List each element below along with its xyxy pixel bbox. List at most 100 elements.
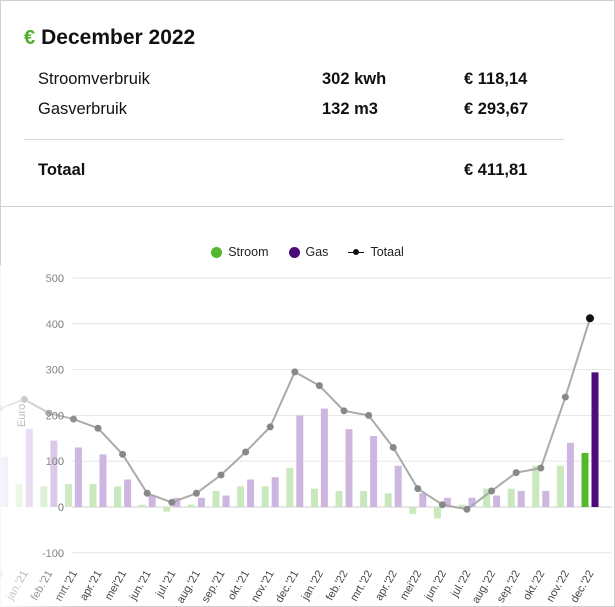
totaal-point[interactable]	[192, 489, 200, 497]
x-tick-label: mrt.'22	[348, 569, 375, 604]
totaal-point[interactable]	[119, 450, 127, 458]
bar-gas[interactable]	[443, 497, 451, 507]
totaal-point[interactable]	[438, 501, 446, 509]
bar-gas[interactable]	[468, 497, 476, 507]
bar-stroom[interactable]	[335, 490, 343, 507]
bar-gas[interactable]	[419, 493, 427, 507]
bar-gas[interactable]	[124, 479, 132, 507]
bar-stroom[interactable]	[187, 504, 195, 507]
bar-gas[interactable]	[148, 495, 156, 507]
bar-gas[interactable]	[493, 495, 501, 507]
bar-stroom[interactable]	[556, 465, 564, 507]
bar-stroom[interactable]	[286, 468, 294, 507]
bar-stroom[interactable]	[581, 452, 589, 507]
legend-item-gas[interactable]: Gas	[288, 245, 329, 259]
bar-gas[interactable]	[517, 490, 525, 507]
bar-stroom[interactable]	[89, 484, 97, 507]
bar-gas[interactable]	[370, 436, 378, 507]
totaal-point[interactable]	[414, 485, 422, 493]
totaal-point[interactable]	[217, 471, 225, 479]
totaal-point[interactable]	[266, 423, 274, 431]
green-dot-icon	[211, 246, 223, 258]
total-amount: € 411,81	[464, 161, 528, 179]
bar-stroom[interactable]	[409, 507, 417, 514]
bar-gas[interactable]	[99, 454, 107, 507]
legend-label-totaal: Totaal	[370, 245, 404, 259]
totaal-point[interactable]	[537, 464, 545, 472]
bar-stroom[interactable]	[433, 507, 441, 519]
bar-gas[interactable]	[296, 415, 304, 507]
x-tick-label: sep.'22	[495, 569, 523, 605]
row-amount: € 118,14	[464, 70, 528, 88]
x-tick-label: jul.'21	[153, 569, 178, 600]
bar-gas[interactable]	[320, 408, 328, 507]
x-tick-label: aug.'22	[470, 569, 498, 606]
scroll-fade-overlay	[0, 265, 78, 607]
legend-label-stroom: Stroom	[228, 245, 269, 259]
row-quantity: 132 m3	[322, 100, 378, 118]
legend-item-stroom[interactable]: Stroom	[211, 245, 269, 259]
row-amount: € 293,67	[464, 100, 529, 118]
bar-stroom[interactable]	[507, 488, 515, 507]
bar-gas[interactable]	[591, 372, 599, 507]
totaal-point[interactable]	[561, 393, 569, 401]
bar-gas[interactable]	[271, 477, 279, 507]
x-tick-label: aug.'21	[175, 569, 203, 606]
bar-stroom[interactable]	[384, 493, 392, 507]
x-tick-label: feb.'22	[324, 569, 351, 603]
bar-stroom[interactable]	[237, 486, 245, 507]
bar-stroom[interactable]	[114, 486, 122, 507]
bar-gas[interactable]	[222, 495, 230, 507]
x-tick-label: jun.'22	[422, 569, 449, 604]
chart-legend: Stroom Gas Totaal	[0, 245, 615, 259]
x-tick-label: sep.'21	[200, 569, 228, 605]
bar-stroom[interactable]	[458, 504, 466, 507]
legend-item-totaal[interactable]: Totaal	[348, 245, 404, 259]
totaal-point[interactable]	[143, 489, 151, 497]
bar-stroom[interactable]	[483, 488, 491, 507]
bar-gas[interactable]	[566, 442, 574, 507]
totaal-point[interactable]	[586, 314, 594, 323]
row-quantity: 302 kwh	[322, 70, 387, 88]
totaal-point[interactable]	[291, 368, 299, 376]
x-tick-label: dec.'21	[273, 569, 301, 605]
totaal-point[interactable]	[365, 411, 373, 419]
summary-heading: € December 2022	[24, 26, 195, 50]
bar-gas[interactable]	[394, 465, 402, 507]
legend-label-gas: Gas	[305, 245, 329, 259]
totaal-point[interactable]	[488, 487, 496, 495]
totaal-line	[0, 318, 591, 511]
x-tick-label: mei'22	[398, 569, 424, 603]
bar-gas[interactable]	[197, 497, 205, 507]
totaal-point[interactable]	[242, 448, 250, 456]
bar-gas[interactable]	[173, 497, 181, 507]
bar-gas[interactable]	[247, 479, 255, 507]
x-tick-label: apr.'22	[373, 569, 400, 603]
x-tick-label: jan.'22	[299, 569, 326, 604]
totaal-point[interactable]	[315, 382, 323, 390]
usage-chart: -1000100200300400500Eurookt.'20nov.'20de…	[0, 265, 612, 607]
period-title: December 2022	[41, 26, 196, 49]
totaal-point[interactable]	[389, 443, 397, 451]
totaal-point[interactable]	[94, 424, 102, 432]
bar-stroom[interactable]	[310, 488, 318, 507]
totaal-point[interactable]	[168, 498, 176, 506]
euro-icon: €	[24, 27, 36, 49]
bar-gas[interactable]	[542, 490, 550, 507]
row-total: Totaal € 411,81	[38, 161, 538, 183]
bar-stroom[interactable]	[261, 486, 269, 507]
bar-stroom[interactable]	[360, 490, 368, 507]
bar-gas[interactable]	[74, 447, 82, 507]
bar-stroom[interactable]	[163, 507, 171, 512]
totaal-point[interactable]	[340, 407, 348, 415]
row-stroom: Stroomverbruik 302 kwh € 118,14	[38, 70, 538, 92]
totaal-point[interactable]	[463, 505, 471, 513]
summary-divider	[24, 139, 564, 140]
bar-stroom[interactable]	[212, 490, 220, 507]
bar-stroom[interactable]	[138, 504, 146, 507]
totaal-point[interactable]	[512, 469, 520, 477]
x-tick-label: okt.'22	[521, 569, 547, 603]
total-label: Totaal	[38, 161, 86, 179]
bar-gas[interactable]	[345, 429, 353, 507]
bar-stroom[interactable]	[532, 465, 540, 507]
